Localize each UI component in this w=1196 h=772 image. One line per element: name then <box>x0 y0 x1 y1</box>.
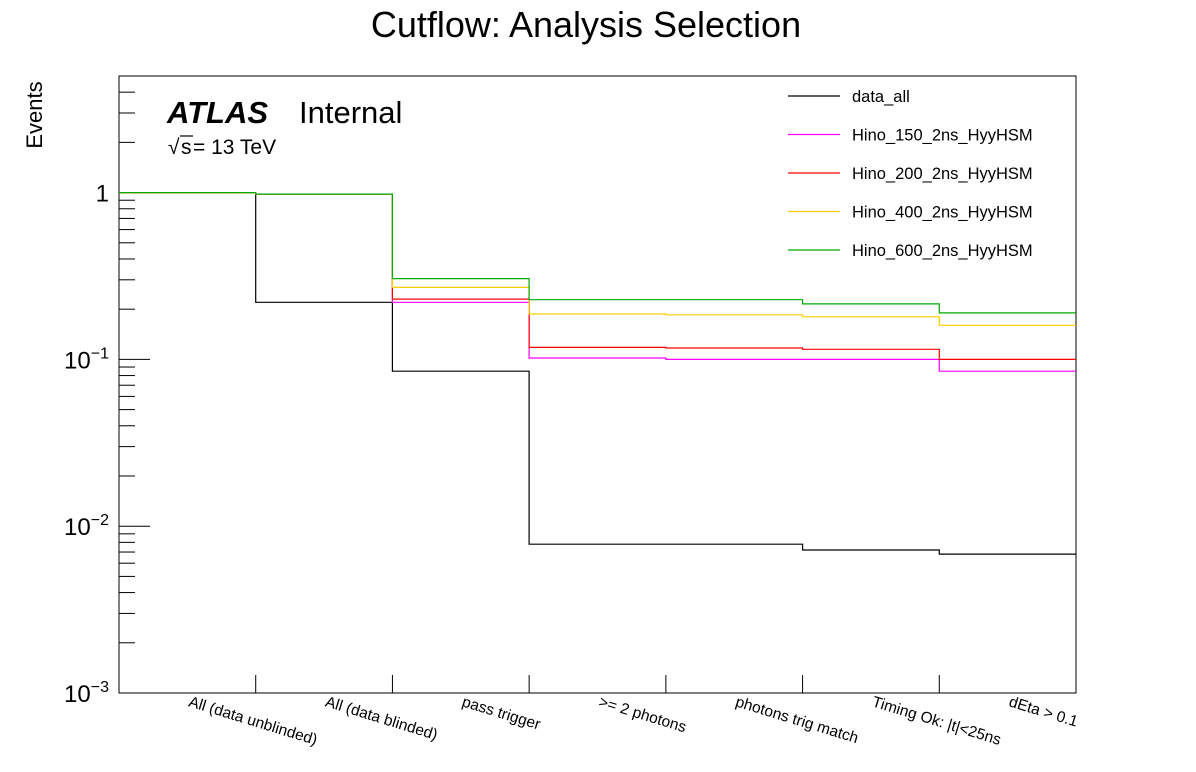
y-tick-label: 1 <box>96 181 109 208</box>
legend-entry-label: Hino_150_2ns_HyyHSM <box>852 127 1033 145</box>
legend-entry-label: data_all <box>852 88 910 106</box>
x-category-label: All (data blinded) <box>323 694 439 744</box>
legend-entry-label: Hino_400_2ns_HyyHSM <box>852 204 1033 222</box>
series-line-data-all <box>119 192 1076 555</box>
y-axis-tick-labels: 10−3 10−2 10−1 1 <box>64 181 109 708</box>
energy-variable: s <box>181 136 192 159</box>
x-axis-category-labels: All (data unblinded) All (data blinded) pa… <box>187 694 1080 749</box>
legend-entry-label: Hino_200_2ns_HyyHSM <box>852 165 1033 183</box>
y-axis-label: Events <box>22 81 47 148</box>
x-category-label: All (data unblinded) <box>187 694 320 749</box>
energy-label: √ s = 13 TeV <box>168 135 276 159</box>
x-category-label: photons trig match <box>733 694 860 748</box>
energy-sqrt-symbol: √ <box>168 136 180 159</box>
y-tick-label: 10−1 <box>64 345 109 374</box>
x-axis-ticks <box>255 675 940 693</box>
legend: data_all Hino_150_2ns_HyyHSM Hino_200_2ns_… <box>788 88 1033 260</box>
atlas-status-label: Internal <box>299 95 402 130</box>
energy-value: = 13 TeV <box>193 136 276 159</box>
x-category-label: dEta > 0.1 <box>1007 694 1080 731</box>
y-axis-ticks <box>119 75 150 694</box>
atlas-experiment-label: ATLAS <box>166 95 268 130</box>
atlas-label: ATLAS Internal <box>166 95 402 130</box>
legend-entry-label: Hino_600_2ns_HyyHSM <box>852 242 1033 260</box>
series-lines <box>119 192 1076 555</box>
x-category-label: >= 2 photons <box>597 694 689 737</box>
chart-title: Cutflow: Analysis Selection <box>371 4 801 45</box>
x-category-label: Timing Ok: |t|<25ns <box>870 694 1003 749</box>
y-tick-label: 10−3 <box>64 679 109 708</box>
y-tick-label: 10−2 <box>64 512 109 541</box>
series-line-hino-600-2ns-hyyhsm <box>119 192 1076 314</box>
plot-frame <box>118 75 1077 694</box>
x-category-label: pass trigger <box>460 694 542 734</box>
